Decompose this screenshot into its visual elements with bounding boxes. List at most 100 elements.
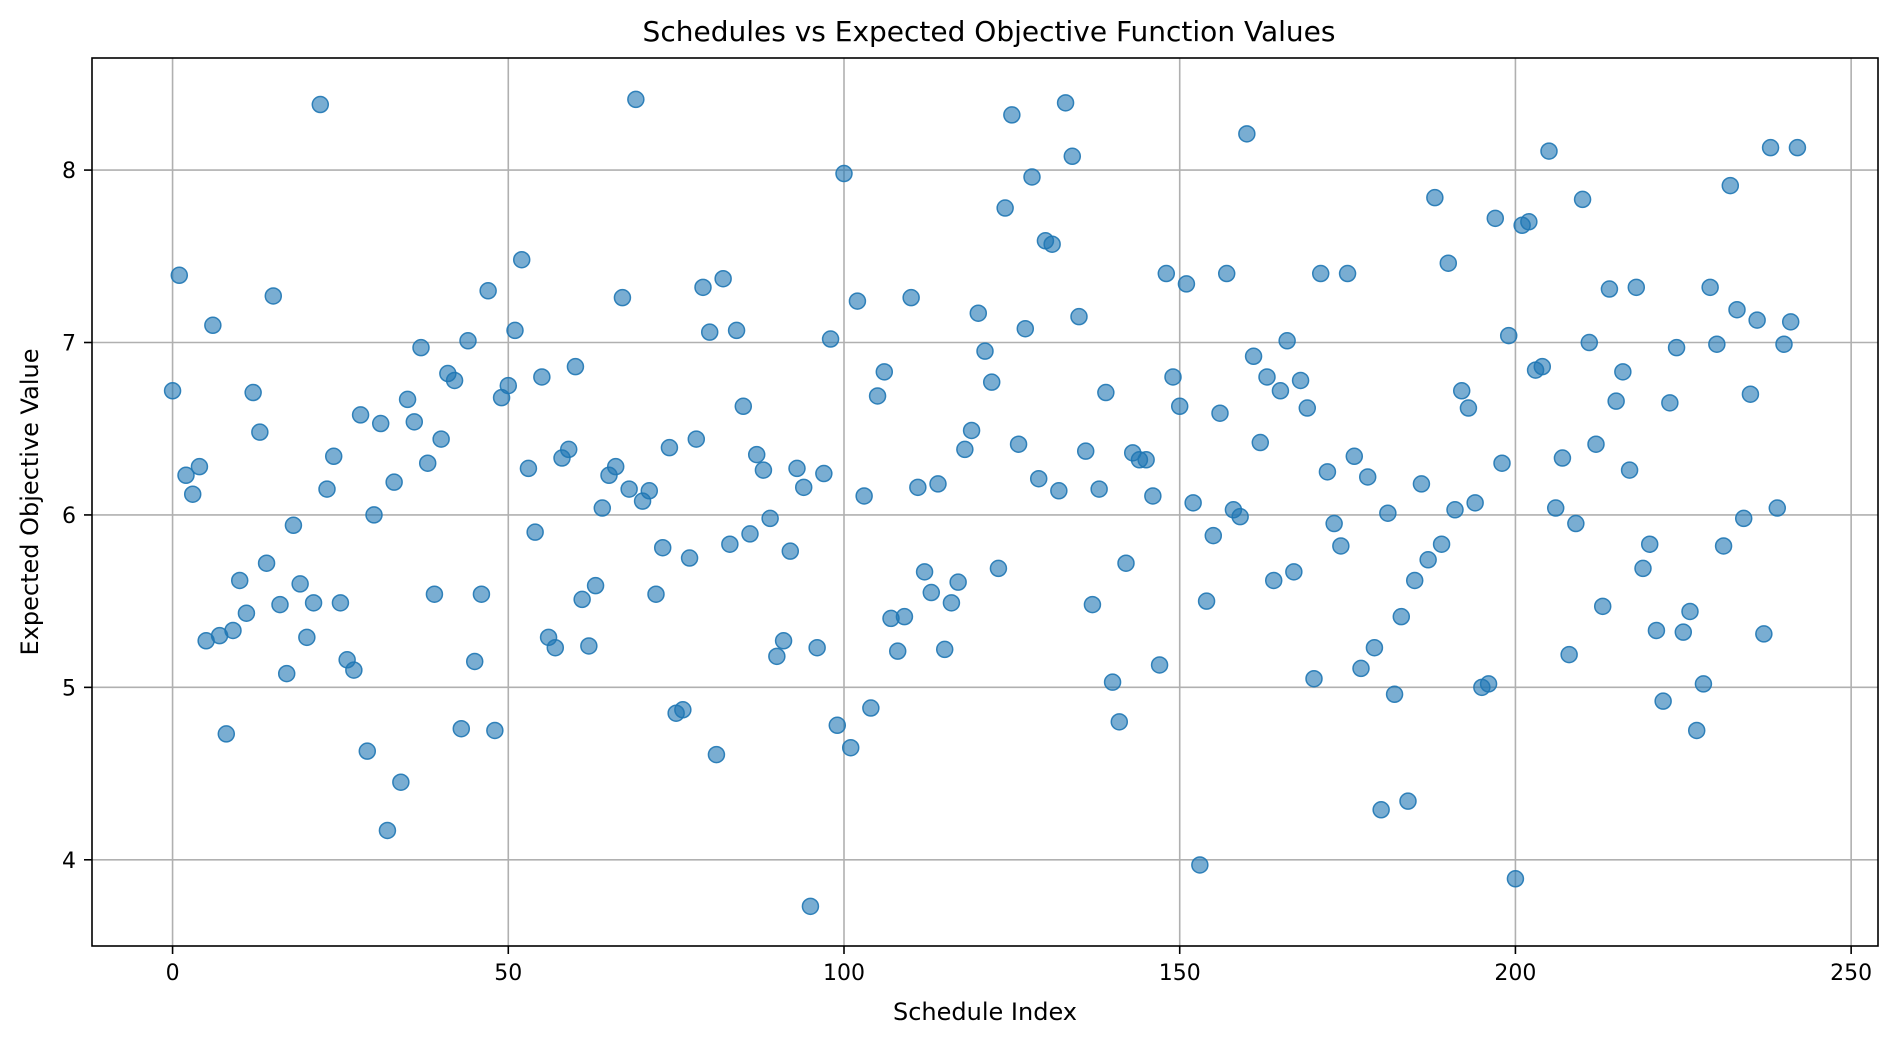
grid xyxy=(92,58,1878,946)
data-point xyxy=(1667,338,1686,357)
data-point xyxy=(1573,190,1592,209)
data-point xyxy=(1365,638,1384,657)
data-point xyxy=(1385,685,1404,704)
x-axis-label: Schedule Index xyxy=(893,998,1077,1026)
y-tick-label: 5 xyxy=(62,676,76,701)
data-point xyxy=(1506,870,1525,888)
data-point xyxy=(230,571,249,590)
data-point xyxy=(1305,669,1323,688)
data-point xyxy=(412,338,430,357)
data-point xyxy=(1090,480,1108,498)
data-point xyxy=(499,376,518,395)
data-point xyxy=(459,332,477,350)
data-point xyxy=(1426,188,1444,207)
y-tick-label: 6 xyxy=(62,504,76,529)
data-point xyxy=(1150,656,1169,674)
data-point xyxy=(1076,442,1095,460)
data-point xyxy=(868,387,887,405)
data-point xyxy=(687,430,706,448)
data-point xyxy=(956,440,974,459)
data-point xyxy=(546,638,565,657)
data-point xyxy=(935,640,954,659)
data-point xyxy=(942,594,961,612)
data-point xyxy=(1459,399,1478,417)
data-point xyxy=(1640,535,1659,553)
data-point xyxy=(1238,125,1256,143)
data-point xyxy=(1614,363,1632,381)
data-point xyxy=(559,440,578,459)
data-point xyxy=(512,250,531,269)
data-point xyxy=(1607,392,1625,410)
data-point xyxy=(1600,280,1619,298)
data-point xyxy=(1466,494,1484,512)
data-point xyxy=(271,595,289,614)
data-point xyxy=(1231,507,1249,526)
data-point xyxy=(1244,347,1263,366)
data-point xyxy=(902,288,920,307)
data-point xyxy=(1117,554,1135,572)
data-point xyxy=(392,773,410,791)
x-tick-label: 250 xyxy=(1830,961,1872,986)
data-point xyxy=(694,278,712,297)
x-tick-label: 100 xyxy=(823,961,865,986)
data-point xyxy=(989,559,1008,578)
data-point xyxy=(620,480,638,498)
data-point xyxy=(284,516,303,535)
data-point xyxy=(1741,385,1760,403)
data-point xyxy=(1533,357,1552,376)
data-point xyxy=(1191,856,1209,874)
data-point xyxy=(479,282,497,300)
data-point xyxy=(1083,595,1102,614)
data-point xyxy=(727,321,746,340)
data-point xyxy=(1560,645,1578,664)
data-point xyxy=(721,535,739,553)
data-point xyxy=(1258,368,1276,386)
data-point xyxy=(1781,313,1800,331)
data-point xyxy=(586,576,605,595)
data-point xyxy=(1734,509,1753,528)
data-point xyxy=(781,542,800,560)
data-point xyxy=(647,585,665,603)
data-point xyxy=(848,292,867,310)
data-point xyxy=(1164,368,1182,386)
data-point xyxy=(761,509,779,528)
data-point xyxy=(1137,451,1155,469)
data-point xyxy=(1647,621,1666,640)
data-point xyxy=(365,506,383,524)
data-point xyxy=(1553,449,1572,467)
data-point xyxy=(1768,499,1787,517)
data-point xyxy=(190,457,209,476)
data-point xyxy=(1412,475,1431,493)
data-point xyxy=(1285,563,1303,581)
data-point xyxy=(707,745,726,764)
data-point xyxy=(895,607,914,626)
data-point xyxy=(566,357,585,376)
data-point xyxy=(1540,142,1558,160)
data-point xyxy=(1332,537,1350,555)
data-point xyxy=(237,604,256,622)
data-point xyxy=(1251,433,1270,452)
data-point xyxy=(606,457,625,476)
data-point xyxy=(1211,404,1229,422)
data-point xyxy=(486,721,504,740)
data-point xyxy=(418,454,437,472)
data-point xyxy=(1352,659,1370,678)
data-point xyxy=(1298,399,1317,417)
data-points xyxy=(163,90,1807,916)
data-point xyxy=(170,266,189,285)
y-tick-label: 8 xyxy=(62,159,76,184)
data-point xyxy=(1311,264,1330,283)
data-point xyxy=(841,738,860,757)
data-point xyxy=(1325,514,1343,533)
data-point xyxy=(1056,94,1075,112)
data-point xyxy=(1452,382,1471,400)
data-point xyxy=(1003,106,1021,124)
data-point xyxy=(358,742,377,760)
data-point xyxy=(1070,307,1088,326)
data-point xyxy=(519,459,538,478)
data-point xyxy=(1157,264,1176,283)
data-point xyxy=(1587,435,1605,453)
data-point xyxy=(1479,675,1498,693)
data-point xyxy=(1714,537,1733,555)
data-point xyxy=(922,583,941,602)
